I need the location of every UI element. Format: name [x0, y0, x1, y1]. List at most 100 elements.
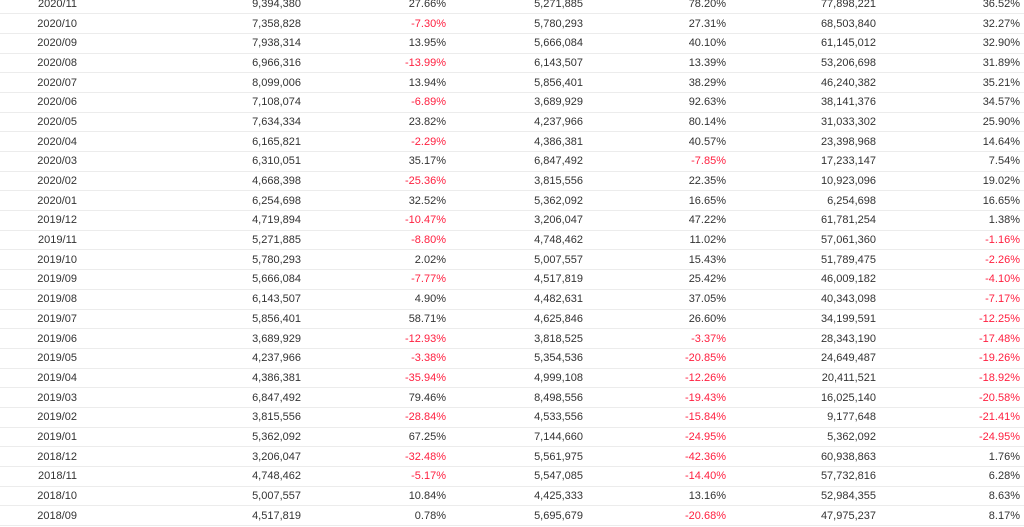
cumulative-change-cell: 6.28% [880, 466, 1024, 487]
table-row: 2018/11 4,748,462 -5.17% 5,547,085 -14.40% 57… [0, 466, 1024, 487]
change-cell: 13.16% [587, 486, 730, 507]
cumulative-change-cell: 32.27% [880, 13, 1024, 34]
table-row: 2019/11 5,271,885 -8.80% 4,748,462 11.02% 57,… [0, 230, 1024, 251]
change-cell: -25.36% [305, 171, 450, 192]
cumulative-change-cell: -12.25% [880, 309, 1024, 330]
value-cell: 5,362,092 [77, 427, 305, 448]
table-row: 2019/01 5,362,092 67.25% 7,144,660 -24.95% 5,… [0, 427, 1024, 448]
value-cell: 6,847,492 [450, 151, 587, 172]
value-cell: 8,099,006 [77, 72, 305, 93]
value-cell: 4,425,333 [450, 486, 587, 507]
change-cell: 13.95% [305, 33, 450, 54]
table-row: 2020/09 7,938,314 13.95% 5,666,084 40.10% 61,… [0, 33, 1024, 54]
table-row: 2019/12 4,719,894 -10.47% 3,206,047 47.22% 61… [0, 210, 1024, 231]
value-cell: 5,271,885 [77, 230, 305, 251]
cumulative-change-cell: 36.52% [880, 0, 1024, 15]
value-cell: 6,310,051 [77, 151, 305, 172]
period-cell: 2019/03 [0, 387, 77, 408]
period-cell: 2019/01 [0, 427, 77, 448]
cumulative-change-cell: -20.58% [880, 387, 1024, 408]
cumulative-change-cell: 7.54% [880, 151, 1024, 172]
table-row: 2018/12 3,206,047 -32.48% 5,561,975 -42.36% 6… [0, 446, 1024, 467]
cumulative-change-cell: 8.17% [880, 505, 1024, 527]
change-cell: -28.84% [305, 407, 450, 428]
value-cell: 5,780,293 [77, 249, 305, 271]
cumulative-cell: 52,984,355 [730, 486, 880, 507]
period-cell: 2019/09 [0, 269, 77, 290]
value-cell: 5,007,557 [450, 249, 587, 271]
value-cell: 4,748,462 [450, 230, 587, 251]
table-row: 2018/10 5,007,557 10.84% 4,425,333 13.16% 52,… [0, 486, 1024, 507]
value-cell: 3,206,047 [77, 446, 305, 467]
table-row: 2020/08 6,966,316 -13.99% 6,143,507 13.39% 53… [0, 53, 1024, 74]
value-cell: 4,386,381 [450, 131, 587, 152]
cumulative-cell: 68,503,840 [730, 13, 880, 34]
change-cell: 10.84% [305, 486, 450, 507]
change-cell: 2.02% [305, 249, 450, 271]
period-cell: 2019/07 [0, 309, 77, 330]
value-cell: 4,517,819 [77, 505, 305, 527]
period-cell: 2019/10 [0, 249, 77, 271]
period-cell: 2020/02 [0, 171, 77, 192]
value-cell: 6,847,492 [77, 387, 305, 408]
period-cell: 2020/08 [0, 53, 77, 74]
value-cell: 4,533,556 [450, 407, 587, 428]
change-cell: -6.89% [305, 92, 450, 113]
cumulative-cell: 17,233,147 [730, 151, 880, 172]
period-cell: 2020/05 [0, 112, 77, 133]
value-cell: 6,966,316 [77, 53, 305, 74]
table-row: 2020/02 4,668,398 -25.36% 3,815,556 22.35% 10… [0, 171, 1024, 192]
value-cell: 3,689,929 [77, 328, 305, 349]
value-cell: 5,271,885 [450, 0, 587, 15]
cumulative-cell: 28,343,190 [730, 328, 880, 349]
cumulative-change-cell: -24.95% [880, 427, 1024, 448]
change-cell: -2.29% [305, 131, 450, 152]
table-row: 2019/08 6,143,507 4.90% 4,482,631 37.05% 40,3… [0, 289, 1024, 310]
change-cell: -5.17% [305, 466, 450, 487]
change-cell: 13.94% [305, 72, 450, 93]
value-cell: 4,237,966 [450, 112, 587, 133]
change-cell: 80.14% [587, 112, 730, 133]
value-cell: 7,358,828 [77, 13, 305, 34]
change-cell: 25.42% [587, 269, 730, 290]
period-cell: 2018/12 [0, 446, 77, 467]
value-cell: 5,856,401 [77, 309, 305, 330]
cumulative-cell: 31,033,302 [730, 112, 880, 133]
cumulative-change-cell: -19.26% [880, 348, 1024, 369]
value-cell: 4,748,462 [77, 466, 305, 487]
cumulative-change-cell: -21.41% [880, 407, 1024, 428]
change-cell: 78.20% [587, 0, 730, 15]
table-row: 2019/02 3,815,556 -28.84% 4,533,556 -15.84% 9… [0, 407, 1024, 428]
value-cell: 5,666,084 [77, 269, 305, 290]
value-cell: 6,254,698 [77, 190, 305, 212]
cumulative-cell: 6,254,698 [730, 190, 880, 212]
cumulative-change-cell: 14.64% [880, 131, 1024, 152]
change-cell: -42.36% [587, 446, 730, 467]
value-cell: 7,144,660 [450, 427, 587, 448]
table-row: 2020/05 7,634,334 23.82% 4,237,966 80.14% 31,… [0, 112, 1024, 133]
change-cell: -14.40% [587, 466, 730, 487]
change-cell: -8.80% [305, 230, 450, 251]
change-cell: 35.17% [305, 151, 450, 172]
cumulative-cell: 77,898,221 [730, 0, 880, 15]
cumulative-cell: 53,206,698 [730, 53, 880, 74]
cumulative-change-cell: -18.92% [880, 368, 1024, 389]
value-cell: 3,818,525 [450, 328, 587, 349]
change-cell: 58.71% [305, 309, 450, 330]
change-cell: 23.82% [305, 112, 450, 133]
value-cell: 5,007,557 [77, 486, 305, 507]
cumulative-change-cell: 25.90% [880, 112, 1024, 133]
change-cell: 37.05% [587, 289, 730, 310]
change-cell: -35.94% [305, 368, 450, 389]
value-cell: 3,815,556 [77, 407, 305, 428]
table-row: 2020/04 6,165,821 -2.29% 4,386,381 40.57% 23,… [0, 131, 1024, 152]
change-cell: -7.77% [305, 269, 450, 290]
period-cell: 2020/01 [0, 190, 77, 212]
period-cell: 2019/05 [0, 348, 77, 369]
period-cell: 2019/02 [0, 407, 77, 428]
period-cell: 2018/10 [0, 486, 77, 507]
cumulative-cell: 57,061,360 [730, 230, 880, 251]
value-cell: 6,143,507 [77, 289, 305, 310]
cumulative-cell: 46,240,382 [730, 72, 880, 93]
